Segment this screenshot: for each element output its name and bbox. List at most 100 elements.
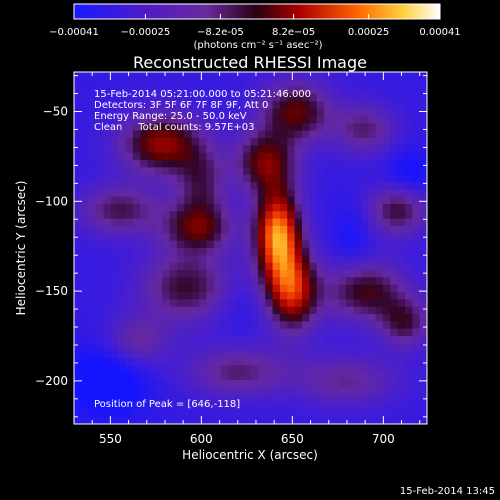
heatmap-cell — [228, 416, 237, 424]
heatmap-cell — [184, 138, 193, 146]
heatmap-cell — [368, 248, 376, 256]
heatmap-cell — [154, 358, 163, 366]
heatmap-cell — [368, 116, 376, 124]
heatmap-cell — [375, 255, 384, 264]
heatmap-cell — [154, 138, 163, 146]
heatmap-cell — [132, 336, 141, 344]
heatmap-cell — [324, 86, 332, 95]
heatmap-cell — [132, 79, 141, 88]
heatmap-cell — [96, 218, 104, 227]
heatmap-cell — [118, 72, 126, 80]
heatmap-cell — [397, 138, 406, 146]
heatmap-cell — [390, 196, 398, 205]
heatmap-cell — [243, 79, 251, 88]
heatmap-cell — [191, 277, 200, 286]
heatmap-cell — [213, 409, 222, 418]
heatmap-cell — [213, 284, 222, 293]
heatmap-cell — [162, 416, 170, 424]
heatmap-cell — [199, 152, 207, 161]
heatmap-cell — [191, 130, 200, 139]
heatmap-cell — [360, 79, 369, 88]
heatmap-cell — [81, 255, 90, 264]
heatmap-cell — [132, 270, 141, 278]
heatmap-cell — [199, 72, 207, 80]
heatmap-cell — [243, 321, 251, 330]
heatmap-cell — [221, 255, 229, 264]
heatmap-cell — [176, 72, 185, 80]
heatmap-cell — [397, 314, 406, 322]
heatmap-cell — [294, 189, 303, 198]
heatmap-cell — [353, 365, 362, 374]
heatmap-cell — [110, 72, 119, 80]
heatmap-cell — [375, 270, 384, 278]
heatmap-cell — [338, 248, 347, 256]
heatmap-cell — [346, 182, 354, 190]
heatmap-cell — [118, 277, 126, 286]
heatmap-cell — [404, 138, 413, 146]
heatmap-cell — [118, 394, 126, 403]
heatmap-cell — [74, 174, 82, 183]
heatmap-cell — [140, 328, 148, 337]
heatmap-cell — [250, 328, 259, 337]
heatmap-cell — [338, 79, 347, 88]
heatmap-cell — [243, 358, 251, 366]
heatmap-cell — [250, 321, 259, 330]
heatmap-cell — [206, 138, 215, 146]
heatmap-cell — [287, 416, 296, 424]
heatmap-cell — [375, 86, 384, 95]
heatmap-cell — [301, 248, 310, 256]
heatmap-cell — [96, 94, 104, 102]
heatmap-cell — [368, 160, 376, 168]
heatmap-cell — [88, 160, 97, 168]
heatmap-cell — [287, 160, 296, 168]
heatmap-cell — [316, 167, 325, 176]
heatmap-cell — [88, 277, 97, 286]
heatmap-cell — [184, 108, 193, 117]
heatmap-cell — [199, 299, 207, 308]
heatmap-cell — [324, 314, 332, 322]
heatmap-cell — [368, 321, 376, 330]
heatmap-cell — [118, 380, 126, 388]
heatmap-cell — [206, 372, 215, 381]
heatmap-cell — [140, 248, 148, 256]
heatmap-cell — [316, 314, 325, 322]
heatmap-cell — [279, 372, 288, 381]
heatmap-cell — [360, 248, 369, 256]
heatmap-cell — [257, 343, 266, 352]
heatmap-cell — [309, 233, 318, 242]
heatmap-cell — [294, 402, 303, 410]
heatmap-cell — [243, 350, 251, 359]
heatmap-cell — [390, 277, 398, 286]
heatmap-cell — [243, 328, 251, 337]
heatmap-cell — [184, 277, 193, 286]
heatmap-cell — [301, 358, 310, 366]
heatmap-cell — [221, 262, 229, 271]
heatmap-cell — [96, 314, 104, 322]
heatmap-cell — [74, 416, 82, 424]
heatmap-cell — [294, 94, 303, 102]
heatmap-cell — [176, 167, 185, 176]
heatmap-cell — [294, 270, 303, 278]
heatmap-cell — [397, 262, 406, 271]
heatmap-cell — [346, 145, 354, 154]
heatmap-cell — [184, 372, 193, 381]
heatmap-cell — [294, 284, 303, 293]
heatmap-cell — [243, 160, 251, 168]
heatmap-cell — [279, 240, 288, 249]
heatmap-cell — [294, 123, 303, 132]
heatmap-cell — [279, 284, 288, 293]
heatmap-cell — [147, 321, 156, 330]
heatmap-cell — [169, 284, 178, 293]
heatmap-cell — [331, 255, 340, 264]
heatmap-cell — [147, 182, 156, 190]
heatmap-cell — [118, 204, 126, 212]
heatmap-cell — [265, 211, 273, 220]
heatmap-cell — [118, 255, 126, 264]
heatmap-cell — [103, 409, 112, 418]
heatmap-cell — [243, 174, 251, 183]
heatmap-cell — [110, 86, 119, 95]
heatmap-cell — [176, 130, 185, 139]
heatmap-cell — [184, 314, 193, 322]
heatmap-cell — [368, 79, 376, 88]
heatmap-cell — [81, 387, 90, 396]
